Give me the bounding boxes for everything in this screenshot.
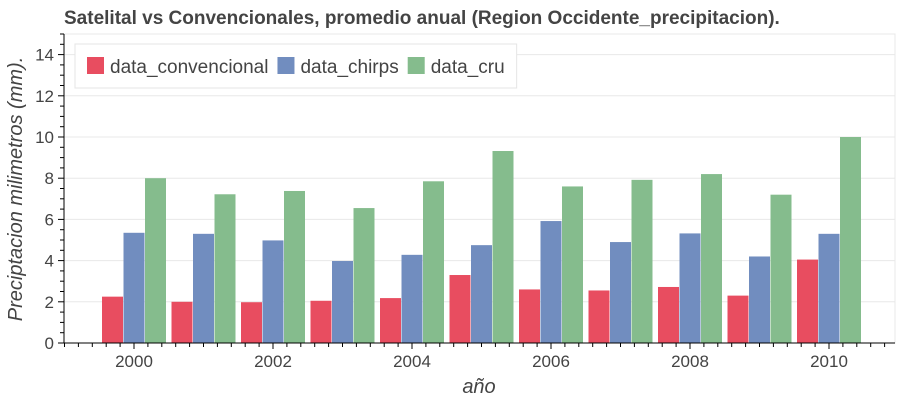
- y-tick-label: 6: [45, 210, 54, 229]
- bar-data_convencional-2007: [588, 290, 610, 343]
- legend: data_convencional data_chirps data_cru: [74, 43, 518, 89]
- y-tick-label: 0: [45, 334, 54, 353]
- legend-swatch-data_cru: [407, 57, 425, 74]
- legend-swatch-data_convencional: [87, 57, 104, 74]
- bar-data_chirps-2003: [332, 261, 353, 343]
- legend-label-data_convencional: data_convencional: [110, 57, 268, 78]
- bar-data_cru-2010: [840, 137, 861, 343]
- bar-data_convencional-2004: [380, 298, 401, 343]
- y-axis-label: Preciptacion milimetros (mm).: [5, 57, 27, 321]
- bar-data_convencional-2002: [241, 302, 262, 343]
- bar-data_cru-2002: [284, 190, 305, 343]
- bar-data_chirps-2006: [540, 221, 562, 343]
- chart-title: Satelital vs Convencionales, promedio an…: [64, 8, 780, 29]
- x-axis: 2000 2002 2004 2006 2008 2010: [64, 342, 895, 371]
- y-axis: 0 2 4 6 8 10 12 14: [35, 33, 65, 353]
- y-tick-label: 14: [35, 46, 54, 65]
- bar-data_convencional-2006: [519, 289, 540, 343]
- bar-data_cru-2004: [423, 181, 444, 343]
- bar-data_convencional-2001: [171, 301, 193, 343]
- bar-data_chirps-2005: [471, 245, 492, 343]
- bar-data_chirps-2008: [679, 233, 701, 343]
- bar-data_cru-2009: [770, 194, 792, 343]
- x-tick-label: 2004: [393, 352, 431, 371]
- y-tick-label: 10: [35, 128, 54, 147]
- x-tick-label: 2008: [671, 352, 709, 371]
- bar-data_cru-2008: [701, 174, 722, 343]
- bar-data_convencional-2009: [727, 295, 749, 343]
- y-tick-label: 12: [35, 87, 54, 106]
- y-tick-label: 4: [45, 252, 54, 271]
- bar-data_chirps-2009: [749, 256, 770, 343]
- bar-data_cru-2007: [631, 179, 653, 343]
- bar-data_convencional-2000: [102, 296, 123, 343]
- bar-data_convencional-2005: [449, 275, 471, 343]
- legend-swatch-data_chirps: [277, 57, 295, 74]
- bar-data_cru-2005: [492, 151, 514, 343]
- bar-data_chirps-2000: [123, 232, 145, 343]
- bar-data_cru-2006: [562, 186, 583, 343]
- bar-data_cru-2003: [353, 208, 375, 343]
- x-tick-label: 2000: [115, 352, 153, 371]
- bar-data_chirps-2007: [610, 242, 631, 343]
- bar-data_cru-2001: [214, 194, 236, 343]
- bars: [102, 137, 861, 343]
- x-tick-label: 2006: [532, 352, 570, 371]
- x-tick-label: 2010: [810, 352, 848, 371]
- bar-data_chirps-2002: [262, 240, 284, 343]
- bar-data_cru-2000: [145, 178, 166, 343]
- bar-data_chirps-2001: [193, 233, 214, 343]
- bar-data_convencional-2008: [658, 286, 679, 343]
- x-axis-label: año: [462, 376, 495, 398]
- y-tick-label: 2: [45, 293, 54, 312]
- y-tick-label: 8: [45, 169, 54, 188]
- bar-data_chirps-2010: [818, 233, 840, 343]
- legend-label-data_cru: data_cru: [431, 57, 505, 78]
- legend-box: [74, 43, 518, 89]
- bar-data_chirps-2004: [401, 254, 423, 343]
- x-tick-label: 2002: [254, 352, 292, 371]
- legend-label-data_chirps: data_chirps: [300, 57, 398, 78]
- bar-data_convencional-2003: [310, 300, 332, 343]
- bar-data_convencional-2010: [797, 259, 818, 343]
